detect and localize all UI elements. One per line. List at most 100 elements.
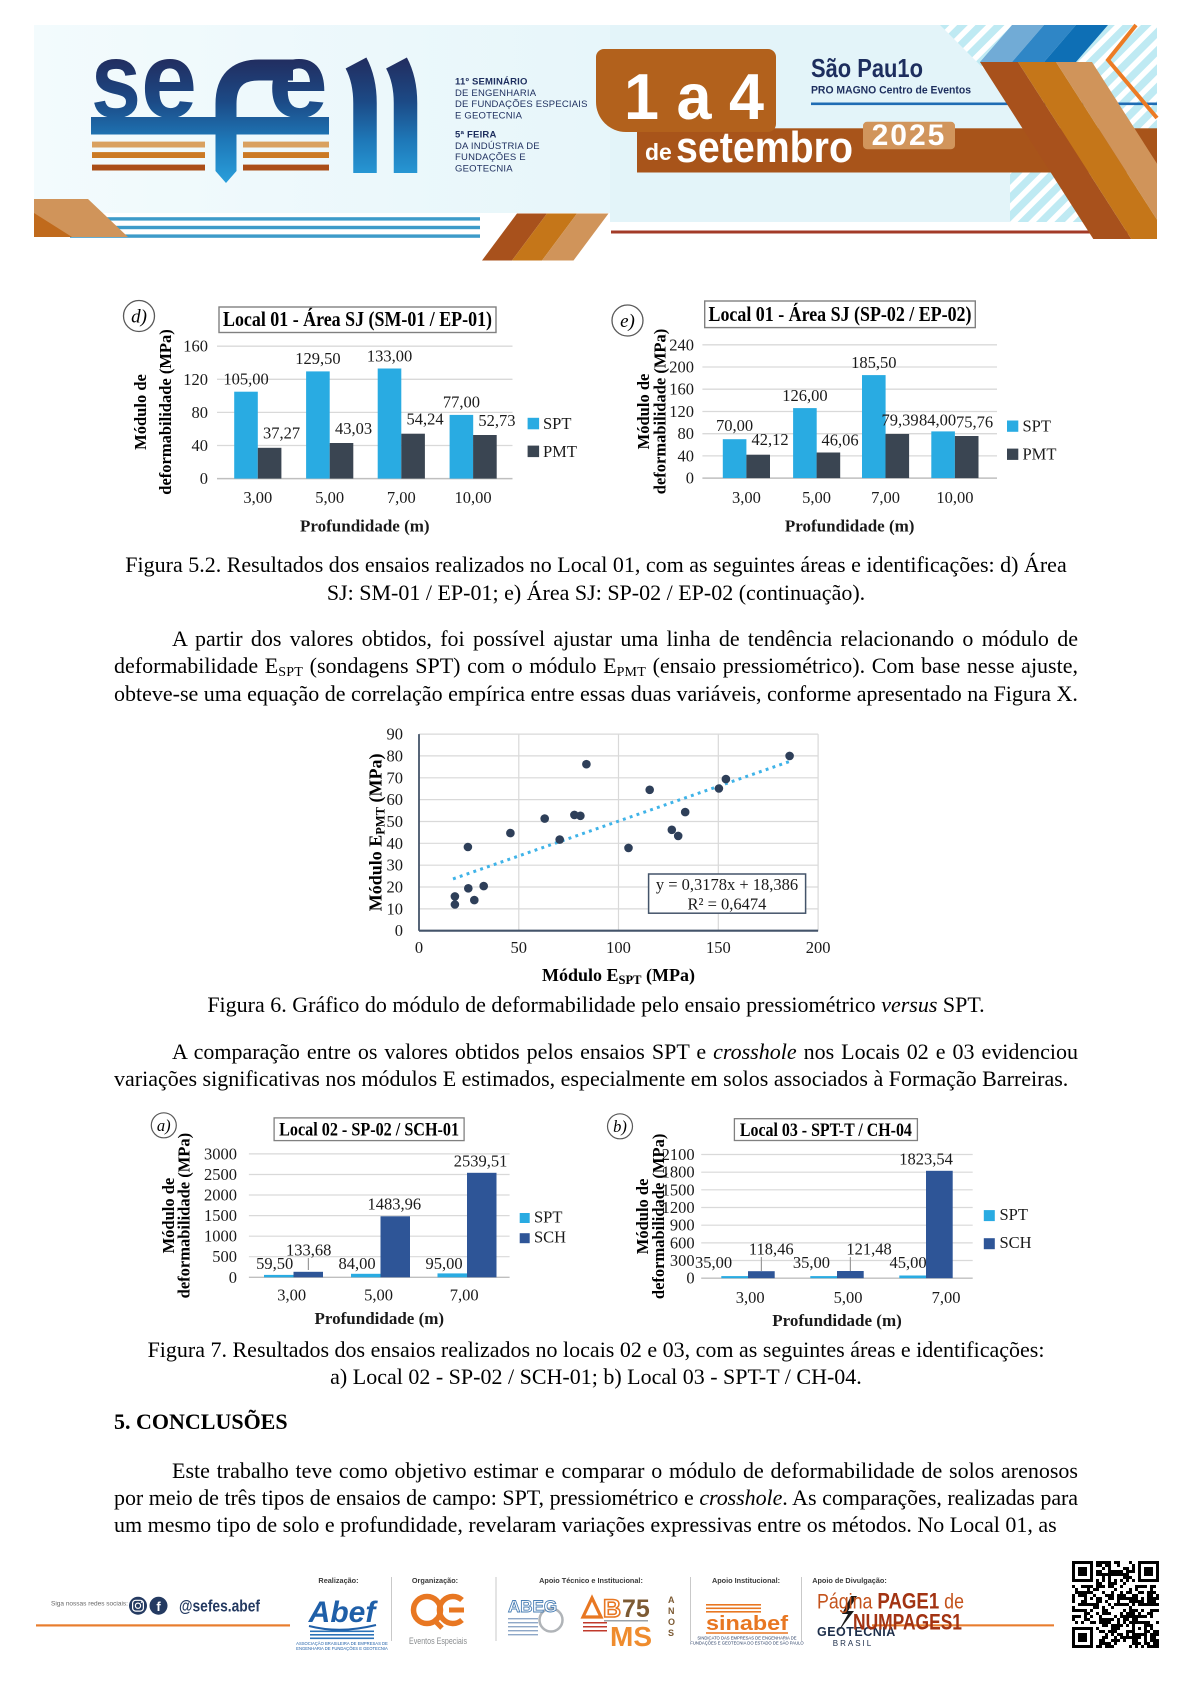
svg-text:GEOTECNIA: GEOTECNIA <box>817 1625 896 1639</box>
svg-text:11º SEMINÁRIO: 11º SEMINÁRIO <box>455 77 528 88</box>
svg-text:5,00: 5,00 <box>834 1288 863 1307</box>
svg-text:7,00: 7,00 <box>450 1286 479 1305</box>
svg-text:20: 20 <box>387 878 404 897</box>
svg-text:1 a 4: 1 a 4 <box>624 60 764 133</box>
svg-text:129,50: 129,50 <box>295 349 340 368</box>
svg-text:75,76: 75,76 <box>956 413 993 432</box>
svg-text:200: 200 <box>806 938 831 957</box>
svg-text:300: 300 <box>670 1251 695 1270</box>
svg-text:160: 160 <box>183 337 208 356</box>
svg-text:35,00: 35,00 <box>793 1253 830 1272</box>
svg-text:SPT: SPT <box>543 414 571 433</box>
svg-text:Profundidade (m): Profundidade (m) <box>785 517 915 536</box>
svg-text:10,00: 10,00 <box>936 488 973 507</box>
svg-text:b): b) <box>613 1117 627 1136</box>
svg-text:deformabilidade (MPa): deformabilidade (MPa) <box>649 1134 668 1299</box>
svg-text:deformabilidade (MPa): deformabilidade (MPa) <box>156 329 175 494</box>
svg-text:80: 80 <box>387 746 404 765</box>
svg-text:e): e) <box>620 311 635 332</box>
svg-text:5ª FEIRA: 5ª FEIRA <box>455 130 497 141</box>
svg-text:100: 100 <box>606 938 631 957</box>
svg-text:ASSOCIAÇÃO BRASILEIRA DE EMPRE: ASSOCIAÇÃO BRASILEIRA DE EMPRESAS DE <box>296 1641 388 1646</box>
svg-text:Módulo de: Módulo de <box>634 374 653 450</box>
svg-text:sinabef: sinabef <box>706 1613 788 1635</box>
svg-text:Local 01 - Área SJ (SM-01 / EP: Local 01 - Área SJ (SM-01 / EP-01) <box>223 307 492 331</box>
svg-text:3,00: 3,00 <box>736 1288 765 1307</box>
svg-text:0: 0 <box>415 938 423 957</box>
svg-text:2000: 2000 <box>204 1186 237 1205</box>
svg-text:120: 120 <box>669 402 694 421</box>
svg-text:Página PAGE1 de: Página PAGE1 de <box>817 1589 964 1614</box>
svg-text:133,00: 133,00 <box>367 346 412 365</box>
svg-text:B: B <box>603 1595 621 1623</box>
svg-text:O: O <box>668 1617 675 1627</box>
svg-text:121,48: 121,48 <box>846 1240 891 1259</box>
svg-text:deformabilidade (MPa): deformabilidade (MPa) <box>175 1133 194 1298</box>
svg-text:40: 40 <box>192 436 209 455</box>
svg-text:50: 50 <box>511 938 528 957</box>
svg-text:118,46: 118,46 <box>749 1240 794 1259</box>
svg-text:FUNDAÇÕES E GEOTECNIA DO ESTAD: FUNDAÇÕES E GEOTECNIA DO ESTADO DE SÃO P… <box>690 1641 804 1646</box>
svg-text:500: 500 <box>212 1247 237 1266</box>
svg-text:900: 900 <box>670 1216 695 1235</box>
svg-text:1000: 1000 <box>204 1227 237 1246</box>
svg-text:0: 0 <box>395 921 403 940</box>
svg-text:0: 0 <box>229 1268 237 1287</box>
svg-text:SPT: SPT <box>534 1208 562 1227</box>
svg-text:de: de <box>645 139 672 165</box>
svg-text:DE ENGENHARIA: DE ENGENHARIA <box>455 88 537 99</box>
svg-text:GEOTECNIA: GEOTECNIA <box>455 163 513 174</box>
svg-text:Apoio de Divulgação:: Apoio de Divulgação: <box>812 1576 887 1585</box>
svg-text:3,00: 3,00 <box>243 488 272 507</box>
svg-text:40: 40 <box>387 834 404 853</box>
svg-text:ABEG: ABEG <box>508 1597 557 1616</box>
svg-text:77,00: 77,00 <box>443 393 480 412</box>
svg-text:90: 90 <box>387 725 404 744</box>
svg-text:3,00: 3,00 <box>277 1286 306 1305</box>
svg-text:52,73: 52,73 <box>478 411 515 430</box>
svg-text:A: A <box>668 1595 675 1605</box>
svg-text:120: 120 <box>183 370 208 389</box>
svg-text:DE FUNDAÇÕES ESPECIAIS: DE FUNDAÇÕES ESPECIAIS <box>455 99 588 110</box>
svg-text:R² = 0,6474: R² = 0,6474 <box>688 895 767 914</box>
svg-text:5,00: 5,00 <box>364 1286 393 1305</box>
svg-text:FUNDAÇÕES E: FUNDAÇÕES E <box>455 152 526 163</box>
svg-text:BRASIL: BRASIL <box>833 1639 873 1648</box>
svg-text:126,00: 126,00 <box>782 386 827 405</box>
svg-text:600: 600 <box>670 1233 695 1252</box>
svg-text:y = 0,3178x + 18,386: y = 0,3178x + 18,386 <box>656 875 798 894</box>
svg-text:54,24: 54,24 <box>407 410 444 429</box>
svg-text:50: 50 <box>387 812 404 831</box>
svg-text:DA INDÚSTRIA DE: DA INDÚSTRIA DE <box>455 141 540 152</box>
svg-text:SINDICATO DAS EMPRESAS DE ENGE: SINDICATO DAS EMPRESAS DE ENGENHARIA DE <box>697 1636 796 1641</box>
svg-text:1483,96: 1483,96 <box>367 1195 421 1214</box>
svg-text:E GEOTECNIA: E GEOTECNIA <box>455 110 523 121</box>
svg-text:43,03: 43,03 <box>335 419 372 438</box>
svg-text:Apoio Institucional:: Apoio Institucional: <box>712 1576 780 1585</box>
svg-text:MS: MS <box>610 1621 652 1652</box>
svg-text:40: 40 <box>678 446 695 465</box>
svg-text:PMT: PMT <box>543 442 577 461</box>
svg-text:Siga nossas redes sociais:: Siga nossas redes sociais: <box>51 1601 128 1608</box>
svg-text:7,00: 7,00 <box>387 488 416 507</box>
svg-text:240: 240 <box>669 335 694 354</box>
svg-text:Eventos Especiais: Eventos Especiais <box>409 1636 467 1647</box>
svg-text:f: f <box>156 1599 161 1614</box>
svg-text:10: 10 <box>387 899 404 918</box>
svg-text:PMT: PMT <box>1023 445 1057 464</box>
svg-text:30: 30 <box>387 856 404 875</box>
svg-text:70,00: 70,00 <box>716 416 753 435</box>
svg-text:1800: 1800 <box>662 1163 695 1182</box>
svg-text:7,00: 7,00 <box>871 488 900 507</box>
svg-text:42,12: 42,12 <box>751 430 788 449</box>
svg-text:SCH: SCH <box>534 1228 566 1247</box>
svg-text:105,00: 105,00 <box>223 370 268 389</box>
svg-text:SCH: SCH <box>1000 1233 1032 1252</box>
svg-text:160: 160 <box>669 380 694 399</box>
svg-text:133,68: 133,68 <box>286 1241 331 1260</box>
svg-text:45,00: 45,00 <box>889 1253 926 1272</box>
svg-text:2539,51: 2539,51 <box>454 1152 508 1171</box>
svg-text:SPT: SPT <box>1023 417 1051 436</box>
svg-text:46,06: 46,06 <box>821 430 858 449</box>
svg-text:Módulo de: Módulo de <box>131 374 150 450</box>
